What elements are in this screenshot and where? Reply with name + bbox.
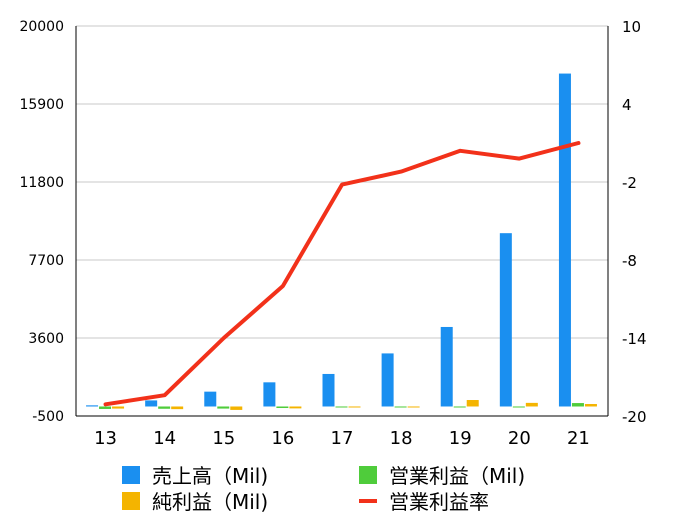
bar: [558, 73, 571, 407]
bar: [86, 405, 99, 407]
bar: [171, 406, 184, 410]
y-tick-label-right: -14: [622, 330, 647, 348]
y-tick-label-left: 3600: [28, 331, 64, 347]
bar: [112, 406, 125, 409]
bar: [230, 406, 243, 410]
bar: [512, 406, 525, 408]
bar: [348, 406, 361, 408]
bar: [145, 400, 158, 407]
legend-swatch-net-profit: [122, 491, 140, 510]
x-tick-label: 14: [153, 428, 176, 449]
x-tick-label: 13: [94, 428, 117, 449]
bar: [466, 400, 479, 407]
legend-item-operating-profit: 営業利益（Mil): [359, 460, 525, 489]
y-tick-label-left: 11800: [19, 175, 64, 191]
bar: [584, 404, 597, 407]
bar: [407, 406, 420, 408]
legend-swatch-operating-profit: [359, 465, 377, 484]
x-tick-label: 20: [508, 428, 531, 449]
x-tick-label: 18: [390, 428, 413, 449]
legend-item-operating-margin: 営業利益率: [359, 486, 489, 515]
y-tick-label-right: -20: [622, 408, 647, 426]
legend-label-operating-margin: 営業利益率: [389, 490, 489, 514]
bar: [335, 406, 348, 408]
bar: [158, 406, 171, 409]
bar: [99, 406, 112, 409]
bar: [381, 353, 394, 407]
bar: [322, 373, 335, 407]
legend-item-net-profit: 純利益（Mil): [122, 486, 268, 515]
chart: 20000 15900 11800 7700 3600 -500 10 4 -2 -8 -14 -20…: [19, 18, 647, 449]
y-tick-label-right: 4: [622, 96, 632, 114]
y-tick-label-left: 15900: [19, 97, 64, 113]
legend-label-operating-profit: 営業利益（Mil): [389, 464, 526, 488]
y-tick-label-right: -8: [622, 252, 637, 270]
bar: [525, 402, 538, 407]
bar: [394, 406, 407, 408]
y-tick-label-left: 20000: [19, 19, 64, 35]
series-line: [103, 141, 581, 407]
bar: [571, 403, 584, 407]
bar: [440, 326, 453, 407]
x-tick-label: 17: [331, 428, 354, 449]
x-tick-label: 15: [212, 428, 235, 449]
y-tick-label-left: 7700: [28, 253, 64, 269]
x-tick-label: 21: [567, 428, 590, 449]
y-tick-label-right: -2: [622, 174, 637, 192]
bar: [217, 406, 230, 409]
bar: [453, 406, 466, 408]
bar: [204, 391, 217, 407]
bar: [289, 406, 302, 409]
bar: [276, 406, 289, 409]
legend-line-operating-margin: [359, 498, 377, 503]
bar: [263, 382, 276, 407]
y-tick-label-right: 10: [622, 18, 641, 36]
x-tick-label: 19: [449, 428, 472, 449]
legend-label-sales: 売上高（Mil): [152, 464, 269, 488]
x-tick-label: 16: [271, 428, 294, 449]
bar: [499, 233, 512, 407]
legend-swatch-sales: [122, 465, 140, 484]
legend-item-sales: 売上高（Mil): [122, 460, 268, 489]
legend-label-net-profit: 純利益（Mil): [152, 490, 269, 514]
y-tick-label-left: -500: [32, 409, 64, 425]
